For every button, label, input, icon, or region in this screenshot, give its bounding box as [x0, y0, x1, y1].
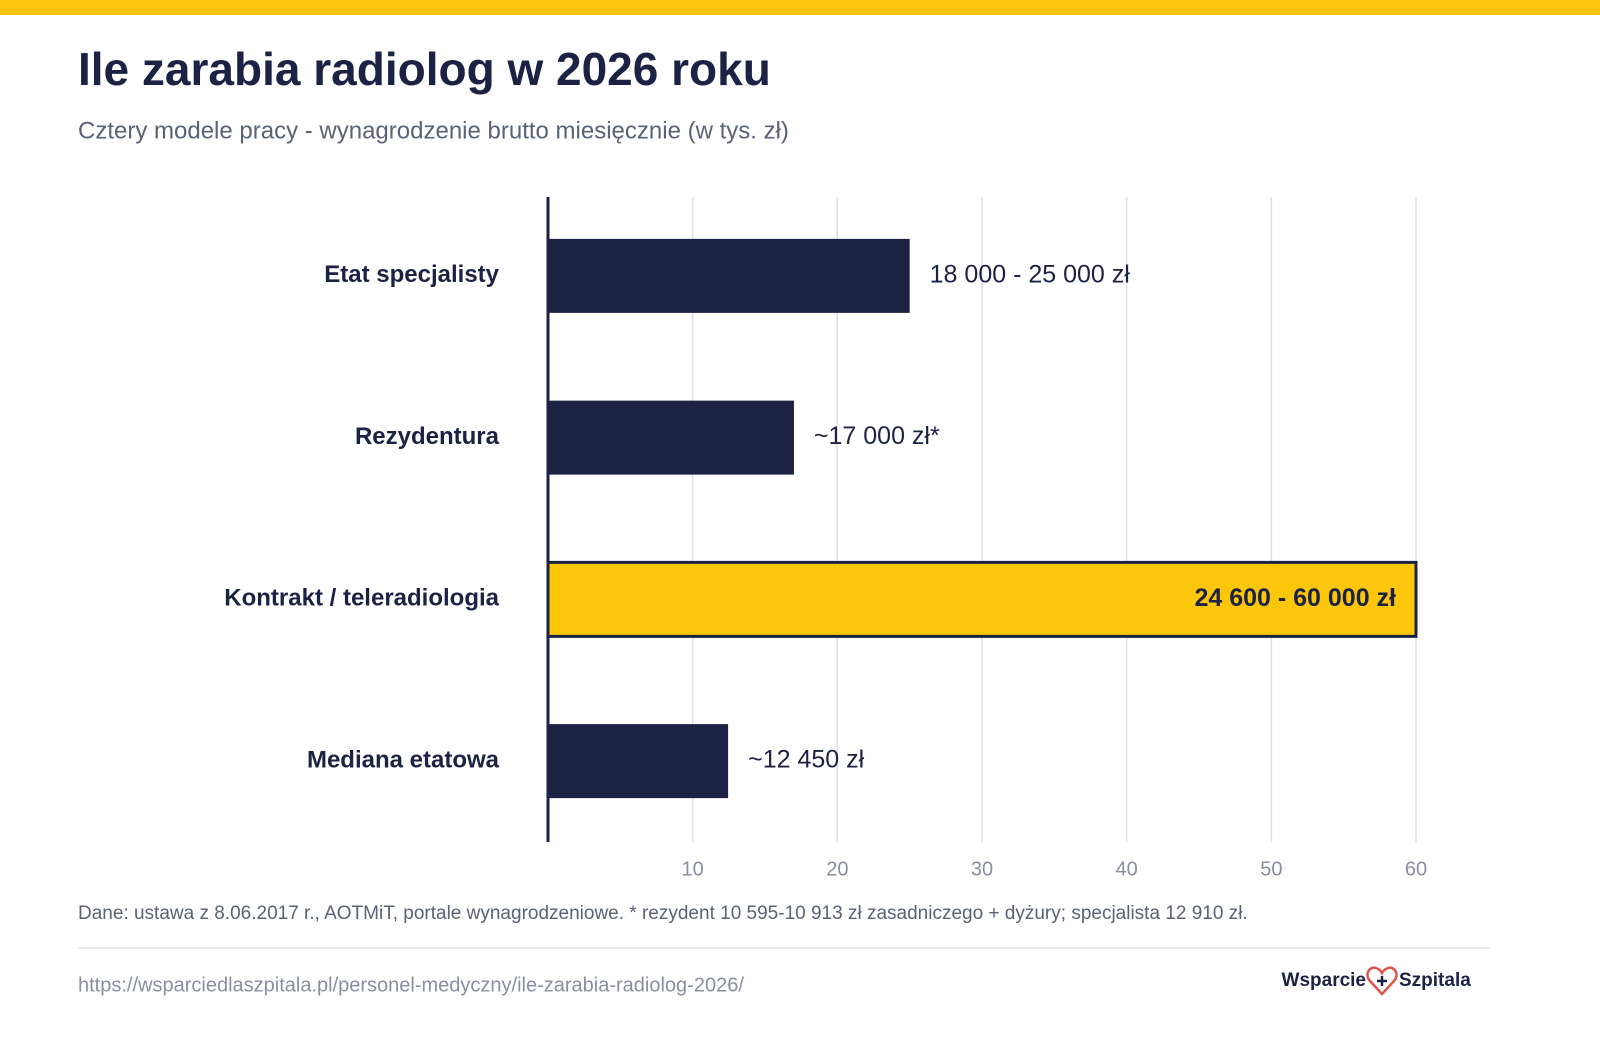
value-label: ~17 000 zł* [814, 422, 940, 450]
value-label: 24 600 - 60 000 zł [1194, 584, 1396, 612]
source-url: https://wsparciedlaszpitala.pl/personel-… [78, 974, 744, 996]
grid: 10 20 30 40 50 60 [682, 197, 1427, 880]
chart-title: Ile zarabia radiolog w 2026 roku [78, 43, 771, 95]
category-label: Etat specjalisty [324, 261, 499, 288]
value-label: ~12 450 zł [748, 746, 865, 774]
x-tick-label: 60 [1405, 858, 1427, 880]
category-label: Rezydentura [355, 423, 500, 450]
chart-subtitle: Cztery modele pracy - wynagrodzenie brut… [78, 117, 789, 144]
category-label: Kontrakt / teleradiologia [224, 585, 499, 612]
bar [548, 400, 794, 475]
logo-cross [1377, 976, 1387, 986]
top-strip [0, 0, 1600, 15]
bar [548, 724, 729, 799]
bars: Etat specjalisty 18 000 - 25 000 zł Rezyde… [224, 238, 1418, 799]
x-tick-label: 30 [971, 858, 993, 880]
logo-heart [1366, 966, 1398, 996]
bar [548, 238, 910, 313]
logo-text: Wsparcie [1282, 970, 1366, 991]
bar [546, 560, 1418, 638]
x-tick-label: 40 [1116, 858, 1138, 880]
x-tick-label: 10 [682, 858, 704, 880]
x-tick-label: 50 [1260, 858, 1282, 880]
value-label: 18 000 - 25 000 zł [930, 260, 1131, 288]
logo-text: Szpitala [1399, 970, 1471, 991]
footnote: Dane: ustawa z 8.06.2017 r., AOTMiT, por… [78, 903, 1248, 924]
category-label: Mediana etatowa [307, 746, 500, 773]
x-tick-label: 20 [826, 858, 848, 880]
